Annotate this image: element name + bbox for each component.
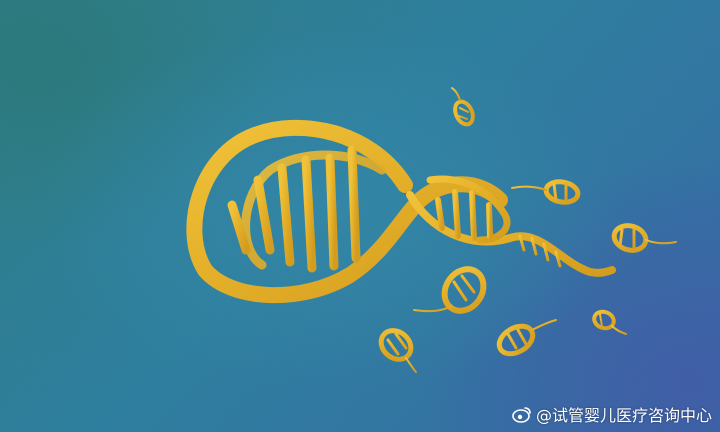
weibo-icon [512,407,531,423]
dna-fragment-3 [611,223,677,253]
watermark: @试管婴儿医疗咨询中心 [512,402,712,426]
watermark-text: @试管婴儿医疗咨询中心 [535,406,712,425]
dna-fragment-7 [592,309,627,335]
dna-fragment-6 [378,328,417,373]
dna-fragment-5 [496,319,557,357]
dna-fragment-4 [413,266,487,314]
dna-fragment-1 [451,87,475,127]
dna-fragment-2 [511,179,581,205]
main-dna-helix [186,119,616,304]
